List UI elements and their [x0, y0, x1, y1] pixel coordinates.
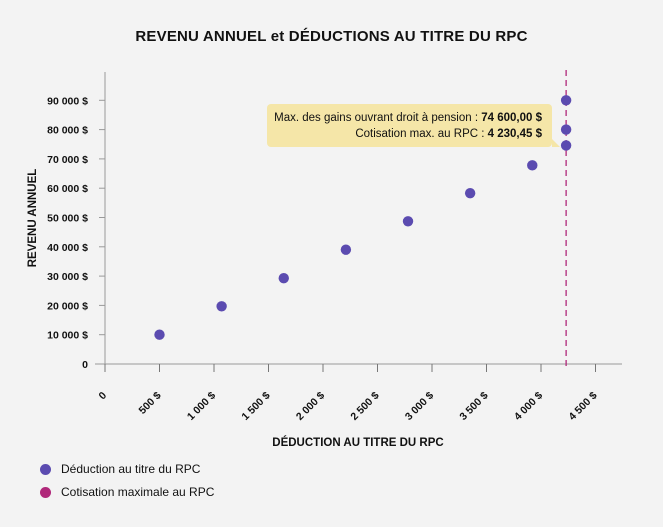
data-point [216, 301, 227, 312]
chart-title: REVENU ANNUEL et DÉDUCTIONS AU TITRE DU … [135, 28, 528, 45]
y-tick-label: 20 000 $ [47, 300, 88, 312]
data-point [527, 160, 538, 171]
annotation-line2-text: Cotisation max. au RPC : [355, 128, 488, 140]
x-tick-label: 4 000 $ [512, 390, 545, 423]
legend-marker-circle-icon [40, 486, 51, 498]
legend-label: Déduction au titre du RPC [61, 462, 201, 476]
data-point [560, 95, 572, 106]
legend-item-deduction: Déduction au titre du RPC [40, 462, 200, 476]
y-tick-label: 30 000 $ [47, 271, 88, 283]
y-tick-label: 80 000 $ [47, 125, 88, 137]
data-point [154, 329, 165, 340]
data-point [340, 244, 352, 255]
x-tick-label: 2 000 $ [294, 390, 327, 423]
x-tick-label: 3 500 $ [457, 390, 490, 423]
data-point [464, 187, 476, 199]
annotation-line1-text: Max. des gains ouvrant droit à pension : [274, 112, 482, 124]
y-tick-label: 10 000 $ [47, 330, 88, 342]
x-tick-label: 2 500 $ [348, 390, 381, 423]
data-point [560, 124, 572, 135]
y-tick-label: 60 000 $ [47, 183, 88, 195]
annotation-line2-value: 4 230,45 $ [487, 128, 542, 140]
legend-label: Cotisation maximale au RPC [61, 485, 215, 499]
data-point [560, 140, 572, 151]
data-point [402, 216, 414, 227]
y-tick-label: 70 000 $ [47, 154, 88, 166]
y-tick-label: 0 [82, 359, 88, 371]
y-tick-label: 90 000 $ [47, 95, 88, 107]
legend-marker-circle-icon [40, 463, 51, 475]
x-tick-label: 1 000 $ [185, 390, 218, 423]
x-tick-label: 1 500 $ [239, 390, 272, 423]
x-tick-label: 3 000 $ [403, 390, 436, 423]
x-axis-title: DÉDUCTION AU TITRE DU RPC [272, 436, 443, 449]
data-point [278, 272, 289, 284]
annotation-callout: Max. des gains ouvrant droit à pension :… [267, 104, 560, 147]
y-tick-label: 40 000 $ [47, 242, 88, 254]
y-axis-title: REVENU ANNUEL [27, 169, 39, 268]
legend-item-max-contribution: Cotisation maximale au RPC [40, 485, 214, 499]
x-tick-label: 4 500 $ [566, 390, 599, 423]
annotation-line1-value: 74 600,00 $ [481, 112, 542, 124]
x-tick-label: 500 $ [137, 390, 164, 417]
x-tick-label: 0 [97, 390, 110, 403]
y-tick-label: 50 000 $ [47, 213, 88, 225]
